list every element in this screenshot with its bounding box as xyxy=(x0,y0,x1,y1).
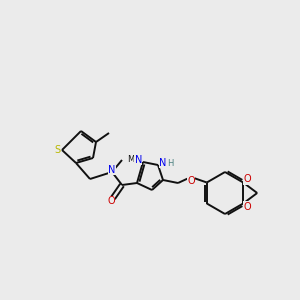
Text: N: N xyxy=(135,155,142,165)
Text: N: N xyxy=(159,158,166,168)
Text: O: O xyxy=(187,176,195,186)
Text: Me: Me xyxy=(127,154,140,164)
Text: O: O xyxy=(243,175,251,184)
Text: H: H xyxy=(167,158,173,167)
Text: S: S xyxy=(54,145,60,155)
Text: N: N xyxy=(108,165,116,175)
Text: O: O xyxy=(107,196,115,206)
Text: O: O xyxy=(243,202,251,212)
